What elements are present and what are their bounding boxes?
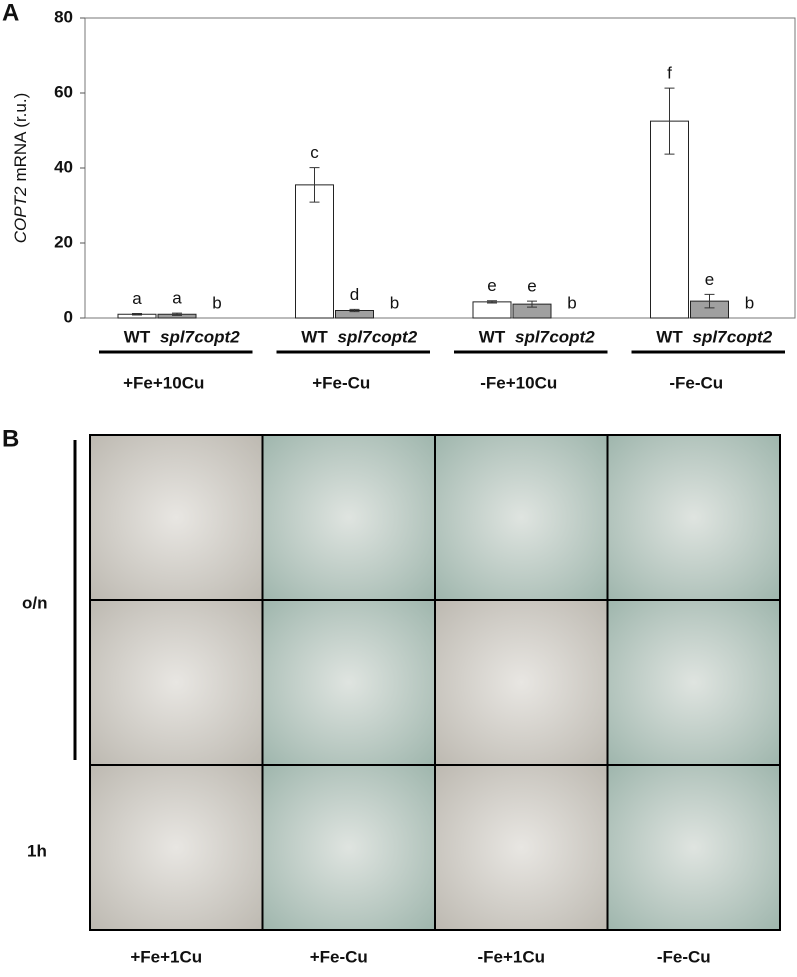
y-tick-label: 20	[54, 232, 73, 251]
y-tick-label: 80	[54, 7, 73, 26]
y-label-rest: mRNA (r.u.)	[11, 93, 30, 182]
y-tick-label: 40	[54, 157, 73, 176]
x-tick-label: WT	[124, 327, 151, 346]
significance-letter: b	[567, 293, 576, 312]
bar	[650, 120, 689, 319]
image-grid: o/n 1h +Fe+1Cu +Fe-Cu -Fe+1Cu -Fe-Cu	[22, 434, 781, 966]
significance-letter: e	[487, 276, 496, 295]
x-tick-label: WT	[301, 327, 328, 346]
bar	[295, 184, 334, 319]
significance-letter: c	[310, 143, 319, 162]
x-tick-label: copt2	[727, 327, 773, 346]
micrograph	[89, 599, 264, 766]
x-tick-label: WT	[479, 327, 506, 346]
y-tick-label: 60	[54, 82, 73, 101]
significance-letter: b	[390, 293, 399, 312]
group-label: -Fe+10Cu	[480, 373, 557, 392]
micrograph	[434, 764, 609, 931]
micrograph	[261, 599, 436, 766]
x-tick-label: copt2	[194, 327, 240, 346]
micrograph	[261, 434, 436, 601]
micrograph	[606, 764, 781, 931]
x-tick-label: copt2	[372, 327, 418, 346]
significance-letter: a	[172, 289, 182, 308]
micrograph	[434, 434, 609, 601]
y-label-gene: COPT2	[11, 186, 30, 243]
row-label: 1h	[27, 841, 47, 860]
micrograph	[434, 599, 609, 766]
column-label: +Fe-Cu	[310, 947, 368, 966]
significance-letter: b	[212, 293, 221, 312]
x-tick-label: spl7	[692, 327, 728, 346]
group-label: +Fe-Cu	[312, 373, 370, 392]
y-axis-label: COPT2 mRNA (r.u.)	[11, 93, 30, 243]
group-label: -Fe-Cu	[669, 373, 723, 392]
group-label: +Fe+10Cu	[123, 373, 204, 392]
micrograph	[89, 764, 264, 931]
significance-letter: b	[745, 293, 754, 312]
panel-label: B	[2, 425, 19, 452]
significance-letter: e	[527, 277, 536, 296]
significance-letter: a	[132, 289, 142, 308]
micrograph	[89, 434, 264, 601]
x-tick-label: spl7	[160, 327, 196, 346]
column-label: -Fe-Cu	[657, 947, 711, 966]
column-label: -Fe+1Cu	[477, 947, 545, 966]
significance-letter: e	[705, 270, 714, 289]
x-tick-label: spl7	[337, 327, 373, 346]
row-label: o/n	[22, 593, 48, 612]
significance-letter: d	[350, 285, 359, 304]
panel-label: A	[2, 0, 19, 26]
bar	[472, 301, 512, 319]
y-tick-label: 0	[64, 307, 73, 326]
column-label: +Fe+1Cu	[130, 947, 202, 966]
micrograph	[606, 434, 781, 601]
micrograph	[261, 764, 436, 931]
x-tick-label: copt2	[549, 327, 595, 346]
significance-letter: f	[667, 64, 672, 83]
micrograph	[606, 599, 781, 766]
x-tick-label: spl7	[515, 327, 551, 346]
x-tick-label: WT	[656, 327, 683, 346]
